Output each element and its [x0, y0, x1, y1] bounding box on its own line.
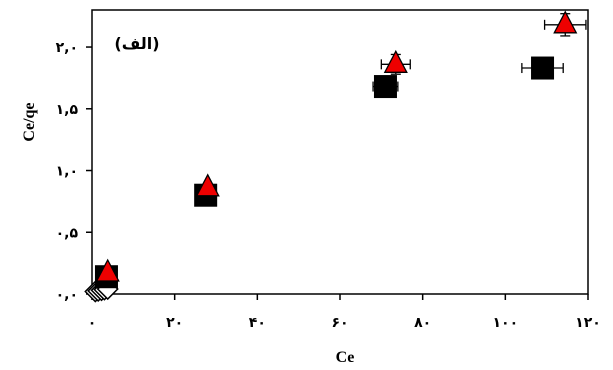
x-tick-label: ۰ [88, 315, 97, 331]
x-tick-label: ۲۰ [166, 315, 183, 331]
data-marks [84, 10, 587, 303]
x-tick-label: ۶۰ [331, 315, 348, 331]
x-tick-label: ۱۰۰ [493, 315, 519, 331]
x-tick-label: ۱۲۰ [575, 315, 601, 331]
triangle-point [383, 49, 408, 73]
y-tick-label: ۰,۰ [56, 287, 78, 303]
panel-label: (الف) [114, 34, 159, 53]
square-point [373, 75, 397, 99]
y-tick-label: ۱,۰ [56, 164, 78, 180]
square-point [531, 56, 555, 80]
triangle-point [95, 258, 120, 282]
x-tick-label: ۸۰ [414, 315, 431, 331]
y-tick-label: ۱,۵ [56, 102, 79, 118]
x-axis: ۰ ۲۰ ۴۰ ۶۰ ۸۰ ۱۰۰ ۱۲۰ [88, 294, 601, 331]
plot-frame [91, 9, 589, 295]
y-tick-label: ۲,۰ [56, 40, 78, 56]
triangle-point [195, 173, 220, 197]
x-axis-title: Ce [336, 349, 355, 366]
y-axis-title: Ce/qe [21, 102, 38, 141]
y-tick-label: ۰,۵ [56, 225, 79, 241]
triangle-point [553, 10, 578, 34]
y-axis: ۰,۰ ۰,۵ ۱,۰ ۱,۵ ۲,۰ [56, 40, 92, 303]
x-tick-label: ۴۰ [249, 315, 266, 331]
